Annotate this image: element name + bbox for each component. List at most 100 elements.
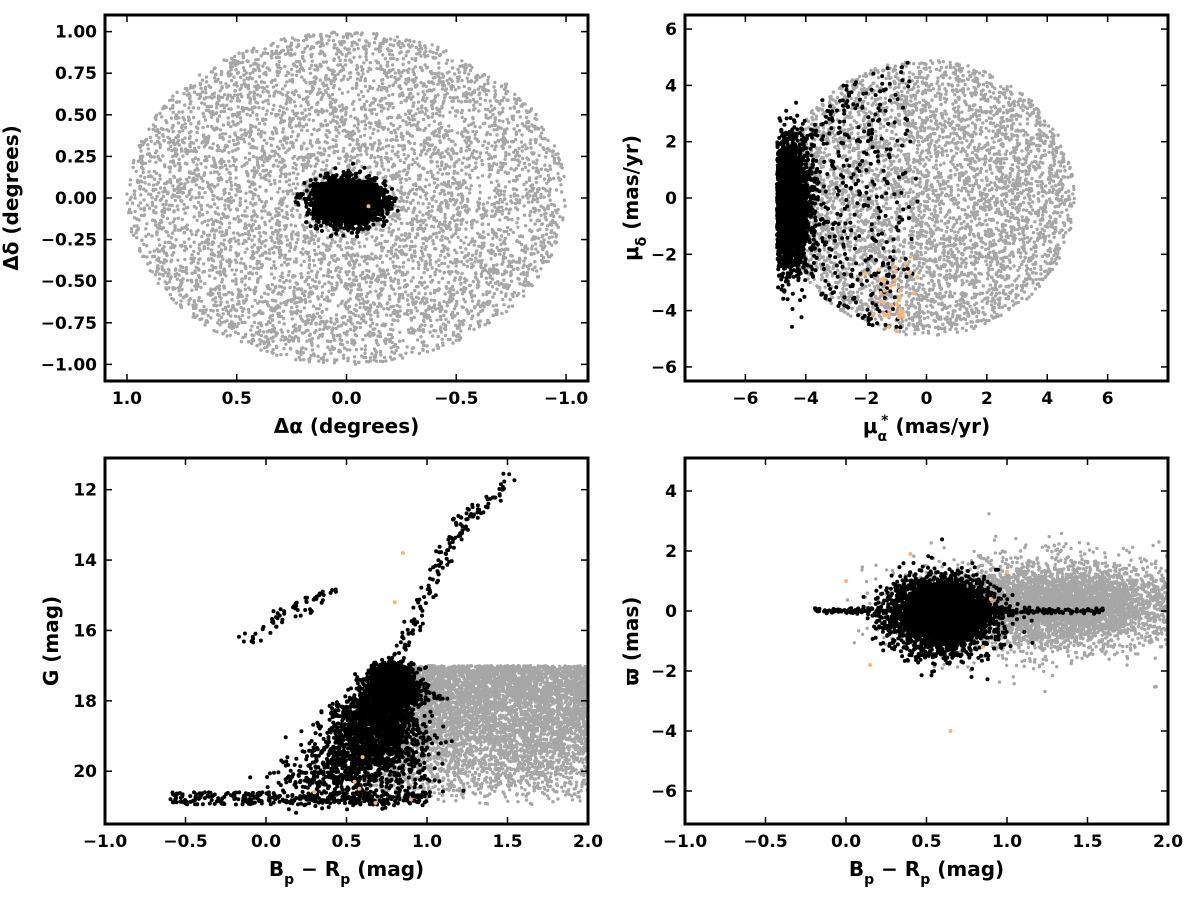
data-point xyxy=(158,111,162,116)
data-point xyxy=(339,118,343,122)
data-point xyxy=(387,93,391,98)
data-point xyxy=(228,61,233,65)
data-point xyxy=(128,178,133,182)
data-point xyxy=(321,327,326,332)
data-point xyxy=(166,240,171,244)
data-point xyxy=(260,154,265,159)
data-point xyxy=(368,290,373,294)
data-point xyxy=(325,339,330,343)
data-point xyxy=(460,292,465,296)
data-point xyxy=(299,263,303,267)
data-point xyxy=(519,242,524,247)
data-point xyxy=(363,107,368,112)
data-point xyxy=(381,359,385,364)
data-point xyxy=(454,251,459,255)
data-point xyxy=(241,66,246,70)
data-point xyxy=(441,75,445,79)
data-point xyxy=(431,238,435,243)
data-point xyxy=(301,165,306,170)
data-point xyxy=(308,286,312,290)
data-point xyxy=(204,165,208,169)
data-point xyxy=(442,270,446,275)
data-point xyxy=(448,294,452,299)
data-point xyxy=(439,325,443,329)
data-point xyxy=(232,54,237,58)
data-point xyxy=(536,126,541,131)
data-point xyxy=(351,273,355,277)
data-point xyxy=(217,114,222,118)
data-point xyxy=(244,332,248,337)
data-point xyxy=(318,44,323,49)
data-point xyxy=(486,75,491,79)
data-point xyxy=(491,236,495,241)
data-point xyxy=(201,139,205,144)
data-point xyxy=(243,106,247,111)
data-point xyxy=(355,258,359,262)
data-point xyxy=(352,262,356,266)
data-point xyxy=(154,197,158,202)
data-point xyxy=(400,185,404,189)
data-point xyxy=(422,280,427,284)
data-point xyxy=(534,161,538,166)
data-point xyxy=(289,48,294,52)
data-point xyxy=(263,122,267,126)
data-point xyxy=(412,72,417,77)
data-point xyxy=(235,142,239,146)
data-point xyxy=(530,229,534,234)
data-point xyxy=(369,121,373,126)
data-point xyxy=(416,47,421,52)
data-point xyxy=(272,94,276,98)
data-point xyxy=(196,200,201,205)
data-point xyxy=(267,251,272,256)
data-point xyxy=(327,34,332,39)
data-point xyxy=(214,266,218,270)
data-point xyxy=(459,146,463,151)
data-point xyxy=(157,136,161,140)
data-point xyxy=(181,265,185,270)
data-point xyxy=(436,164,440,168)
data-point xyxy=(169,236,174,240)
data-point xyxy=(425,238,429,243)
data-point xyxy=(517,146,521,151)
data-point xyxy=(470,222,474,226)
data-point xyxy=(284,93,289,97)
data-point xyxy=(421,166,425,170)
data-point xyxy=(256,248,261,252)
data-point xyxy=(253,105,257,110)
data-point xyxy=(269,266,274,270)
data-point xyxy=(512,290,517,295)
data-point xyxy=(285,352,289,357)
data-point xyxy=(486,157,491,161)
data-point xyxy=(299,317,303,321)
data-point xyxy=(181,154,185,158)
data-point xyxy=(161,107,165,111)
data-point xyxy=(460,250,464,255)
data-point xyxy=(440,276,445,281)
data-point xyxy=(215,170,219,174)
data-point xyxy=(142,242,146,246)
data-point xyxy=(517,128,522,133)
data-point xyxy=(238,116,243,120)
data-point xyxy=(177,289,181,293)
data-point xyxy=(465,220,469,225)
data-point xyxy=(365,262,369,266)
data-point xyxy=(440,172,445,176)
data-point xyxy=(345,241,349,245)
data-point xyxy=(538,143,542,147)
data-point xyxy=(432,225,436,229)
data-point xyxy=(441,341,445,345)
data-point xyxy=(533,260,537,264)
data-point xyxy=(231,120,235,124)
data-point xyxy=(255,266,259,270)
data-point xyxy=(282,286,287,290)
data-point xyxy=(435,235,439,239)
data-point xyxy=(406,328,411,332)
data-point xyxy=(313,169,317,174)
data-point xyxy=(298,309,303,314)
data-point xyxy=(319,35,324,40)
data-point xyxy=(396,188,400,192)
data-point xyxy=(364,52,368,56)
data-point xyxy=(405,131,409,135)
data-point xyxy=(141,254,145,259)
data-point xyxy=(436,334,440,339)
